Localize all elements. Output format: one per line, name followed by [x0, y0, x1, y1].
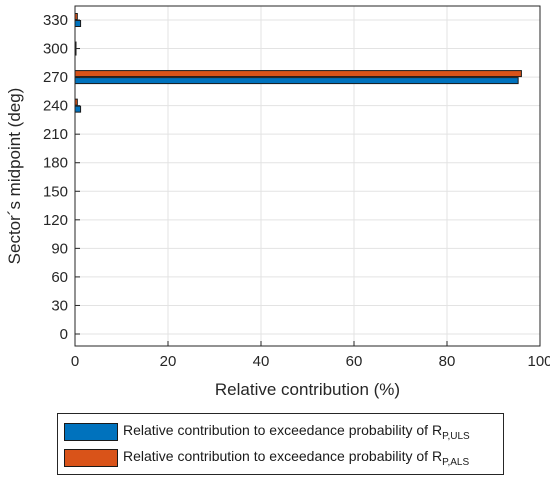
x-tick-label: 40 — [253, 353, 270, 370]
y-tick-label: 180 — [43, 155, 68, 172]
x-tick-label: 60 — [346, 353, 363, 370]
legend-label-uls: Relative contribution to exceedance prob… — [123, 422, 470, 442]
y-tick-label: 270 — [43, 69, 68, 86]
y-axis-ticks: 0 30 60 90 120 150 180 210 240 270 300 330 — [43, 12, 80, 343]
y-tick-label: 0 — [60, 326, 68, 343]
y-tick-label: 300 — [43, 41, 68, 58]
y-tick-label: 30 — [51, 297, 68, 314]
y-tick-label: 150 — [43, 183, 68, 200]
bar-uls-330 — [74, 20, 82, 27]
legend-item-als: Relative contribution to exceedance prob… — [64, 446, 469, 470]
bar-uls-270 — [74, 77, 519, 85]
x-tick-label: 0 — [71, 353, 79, 370]
legend-label-als: Relative contribution to exceedance prob… — [123, 448, 470, 468]
x-axis-title: Relative contribution (%) — [215, 380, 400, 399]
legend-swatch-uls — [64, 423, 118, 441]
x-tick-label: 100 — [527, 353, 550, 370]
y-tick-label: 90 — [51, 240, 68, 257]
plot-frame — [74, 5, 541, 347]
plot-background — [75, 6, 540, 346]
x-axis-ticks: 0 20 40 60 80 100 — [71, 341, 550, 370]
bar-uls-240 — [74, 105, 82, 113]
y-axis-title: Sector´s midpoint (deg) — [5, 88, 24, 265]
x-tick-label: 20 — [160, 353, 177, 370]
legend-item-uls: Relative contribution to exceedance prob… — [64, 420, 470, 444]
legend-swatch-als — [64, 449, 118, 467]
y-tick-label: 60 — [51, 269, 68, 286]
legend: Relative contribution to exceedance prob… — [57, 413, 504, 475]
y-tick-label: 210 — [43, 126, 68, 143]
x-tick-label: 80 — [439, 353, 456, 370]
bar-als-270 — [74, 70, 522, 78]
y-tick-label: 120 — [43, 212, 68, 229]
y-tick-label: 240 — [43, 98, 68, 115]
y-tick-label: 330 — [43, 12, 68, 29]
